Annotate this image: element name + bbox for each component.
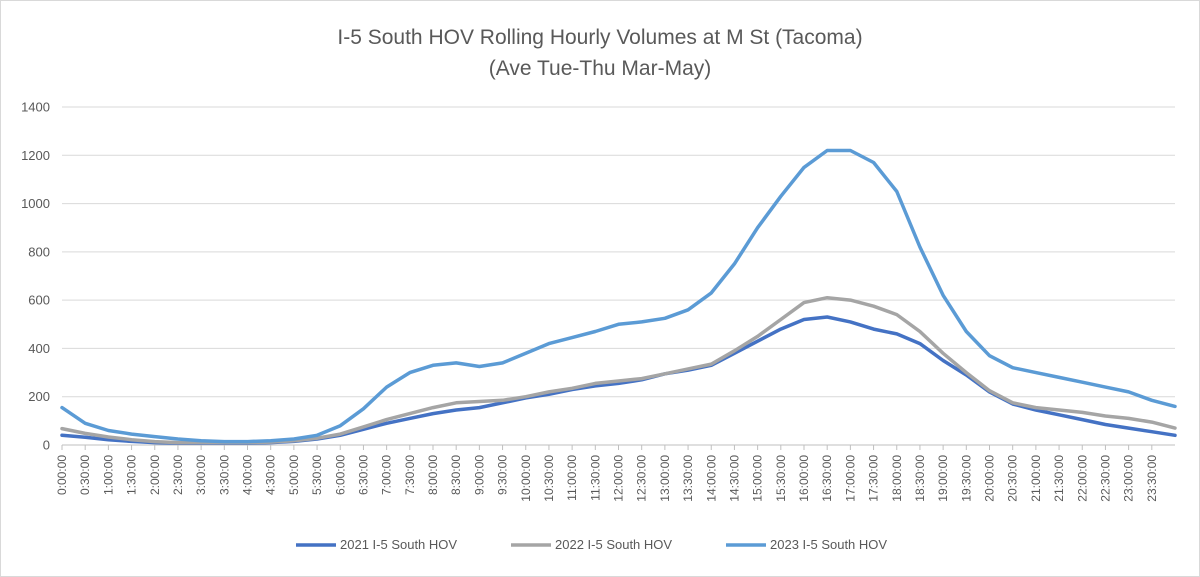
x-tick-label: 17:00:00: [843, 455, 857, 502]
x-tick-label: 3:00:00: [194, 455, 208, 495]
x-tick-label: 15:00:00: [751, 455, 765, 502]
x-tick-label: 8:00:00: [426, 455, 440, 495]
x-tick-label: 2:30:00: [171, 455, 185, 495]
chart-title-block: I-5 South HOV Rolling Hourly Volumes at …: [0, 22, 1200, 84]
legend-label-1: 2021 I-5 South HOV: [340, 537, 457, 552]
x-tick-label: 6:00:00: [333, 455, 347, 495]
x-tick-label: 11:30:00: [588, 455, 602, 501]
y-axis-tick-labels: 0 200 400 600 800 1000 1200 1400: [21, 100, 50, 453]
y-tick-label: 200: [28, 389, 50, 404]
y-tick-label: 0: [43, 438, 50, 453]
x-tick-label: 9:30:00: [496, 455, 510, 495]
x-tick-label: 4:30:00: [264, 455, 278, 495]
y-tick-label: 400: [28, 341, 50, 356]
x-tick-label: 13:30:00: [681, 455, 695, 502]
x-tick-label: 15:30:00: [774, 455, 788, 502]
x-tick-label: 18:00:00: [890, 455, 904, 502]
legend-label-2: 2022 I-5 South HOV: [555, 537, 672, 552]
series-line-2: [60, 295, 1177, 445]
x-axis-tick-labels: 0:00:00 0:30:00 1:00:00 1:30:00 2:00:00 2:30:…: [55, 445, 1159, 502]
x-tick-label: 4:00:00: [241, 455, 255, 495]
series-lines: [60, 148, 1177, 445]
x-tick-label: 20:00:00: [983, 455, 997, 502]
x-tick-label: 21:00:00: [1029, 455, 1043, 502]
x-tick-label: 2:00:00: [148, 455, 162, 495]
x-tick-label: 8:30:00: [449, 455, 463, 495]
x-tick-label: 12:00:00: [612, 455, 626, 502]
x-tick-label: 16:30:00: [820, 455, 834, 502]
x-tick-label: 0:00:00: [55, 455, 69, 495]
x-tick-label: 6:30:00: [356, 455, 370, 495]
x-tick-label: 10:00:00: [519, 455, 533, 502]
y-tick-label: 600: [28, 293, 50, 308]
x-tick-label: 19:30:00: [959, 455, 973, 502]
x-tick-label: 14:30:00: [727, 455, 741, 502]
x-tick-label: 1:30:00: [125, 455, 139, 495]
x-tick-label: 7:00:00: [380, 455, 394, 495]
x-tick-label: 17:30:00: [867, 455, 881, 502]
y-tick-label: 1400: [21, 100, 50, 115]
x-tick-label: 12:30:00: [635, 455, 649, 502]
x-tick-label: 19:00:00: [936, 455, 950, 502]
x-tick-label: 1:00:00: [101, 455, 115, 495]
series-line-3: [60, 148, 1177, 444]
chart-title: I-5 South HOV Rolling Hourly Volumes at …: [337, 26, 863, 49]
x-tick-label: 9:00:00: [472, 455, 486, 495]
x-tick-label: 3:30:00: [217, 455, 231, 495]
x-tick-label: 7:30:00: [403, 455, 417, 495]
x-tick-label: 20:30:00: [1006, 455, 1020, 502]
x-tick-label: 18:30:00: [913, 455, 927, 502]
x-tick-label: 5:00:00: [287, 455, 301, 495]
x-tick-label: 0:30:00: [78, 455, 92, 495]
x-tick-label: 21:30:00: [1052, 455, 1066, 502]
x-tick-label: 13:00:00: [658, 455, 672, 502]
x-tick-label: 22:30:00: [1098, 455, 1112, 502]
legend-label-3: 2023 I-5 South HOV: [770, 537, 887, 552]
x-tick-label: 16:00:00: [797, 455, 811, 502]
y-tick-label: 800: [28, 244, 50, 259]
y-tick-label: 1200: [21, 148, 50, 163]
x-tick-label: 23:00:00: [1122, 455, 1136, 502]
y-tick-label: 1000: [21, 196, 50, 211]
gridlines: [62, 106, 1175, 446]
x-tick-label: 14:00:00: [704, 455, 718, 502]
x-tick-label: 22:00:00: [1075, 455, 1089, 502]
chart-subtitle: (Ave Tue-Thu Mar-May): [488, 57, 712, 80]
x-tick-label: 10:30:00: [542, 455, 556, 502]
legend: 2021 I-5 South HOV 2022 I-5 South HOV 2023…: [296, 537, 887, 552]
x-tick-label: 5:30:00: [310, 455, 324, 495]
x-tick-label: 11:00:00: [565, 455, 579, 501]
x-tick-label: 23:30:00: [1145, 455, 1159, 502]
